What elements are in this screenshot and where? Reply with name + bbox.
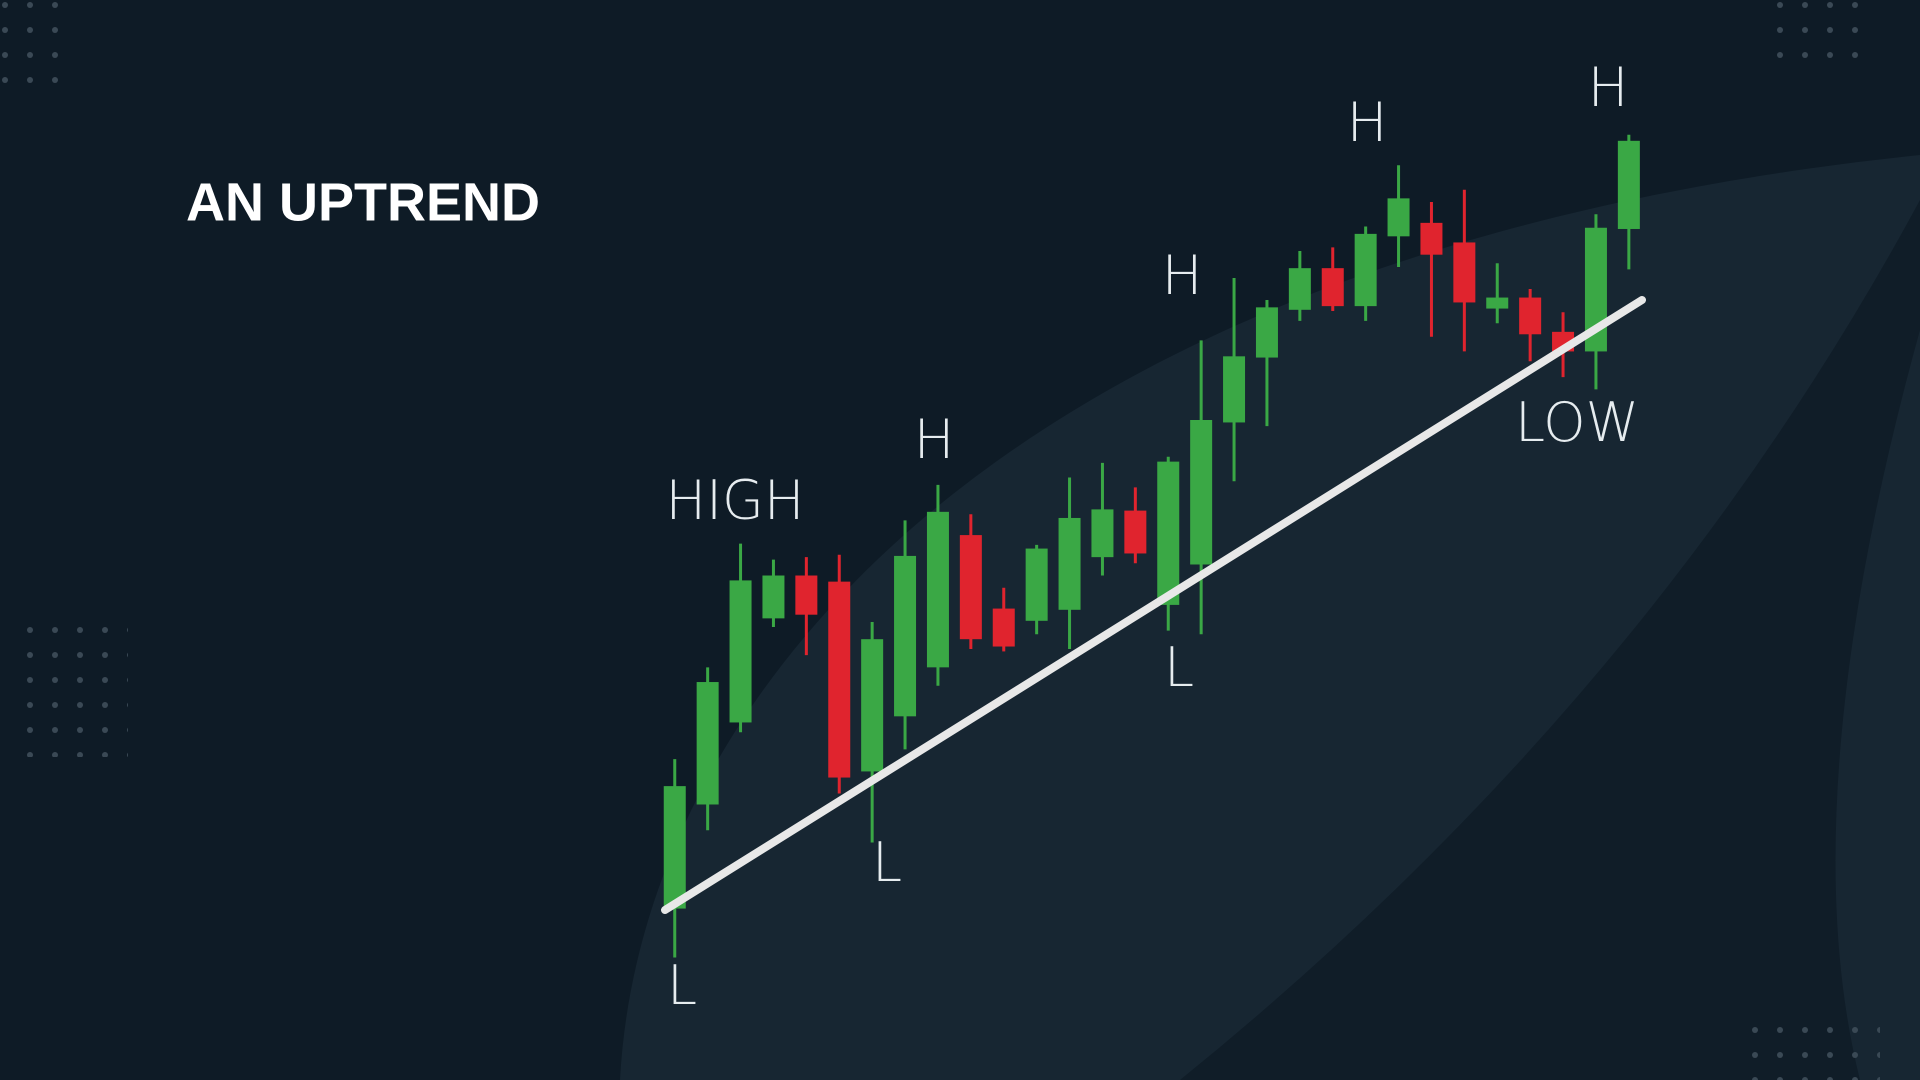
candle-body [762,575,785,619]
dot-grid [0,0,72,100]
annotation: L [872,831,902,894]
candle-body [1223,356,1246,423]
candle-body [1091,509,1114,558]
candle-body [894,555,917,717]
candle-body [1124,510,1147,554]
candle-body [959,535,982,640]
candle-body [1157,461,1180,605]
candle-body [1354,233,1377,307]
annotation: L [1164,636,1194,699]
candle-body [729,580,752,723]
candle-body [1025,548,1048,621]
candle-body [1288,268,1311,310]
candle-body [1255,307,1278,358]
candle-body [992,608,1015,647]
candle-body [1617,140,1640,229]
annotation: LOW [1515,391,1639,454]
annotation: H [1162,244,1203,307]
title: AN UPTREND [186,172,540,232]
background-swoosh-dark [1180,200,1920,1080]
trend-line [661,296,1646,914]
candle-body [1453,242,1476,303]
candle-body [828,581,851,778]
annotation: HIGH [666,469,805,532]
candle-body [1321,268,1344,307]
dot-grid [18,622,128,757]
candle-body [1190,420,1213,565]
dot-grid [1750,1018,1880,1080]
candle-body [926,511,949,668]
candle-body [663,786,686,909]
candle-body [1519,297,1542,335]
annotation: H [914,408,955,471]
candle-body [1584,227,1607,352]
candle-body [1420,222,1443,255]
candles [663,134,1640,958]
annotation: L [667,954,697,1017]
candle-body [696,682,719,805]
annotation: H [1347,91,1388,154]
candle-body [1387,198,1410,237]
candle-body [1058,517,1081,610]
annotations: HIGH H H H H L L L LOW [666,56,1640,1017]
annotation: H [1588,56,1629,119]
candle-body [1486,297,1509,309]
candle-body [795,575,818,615]
candle-body [861,639,884,772]
dot-grid [1765,0,1865,68]
